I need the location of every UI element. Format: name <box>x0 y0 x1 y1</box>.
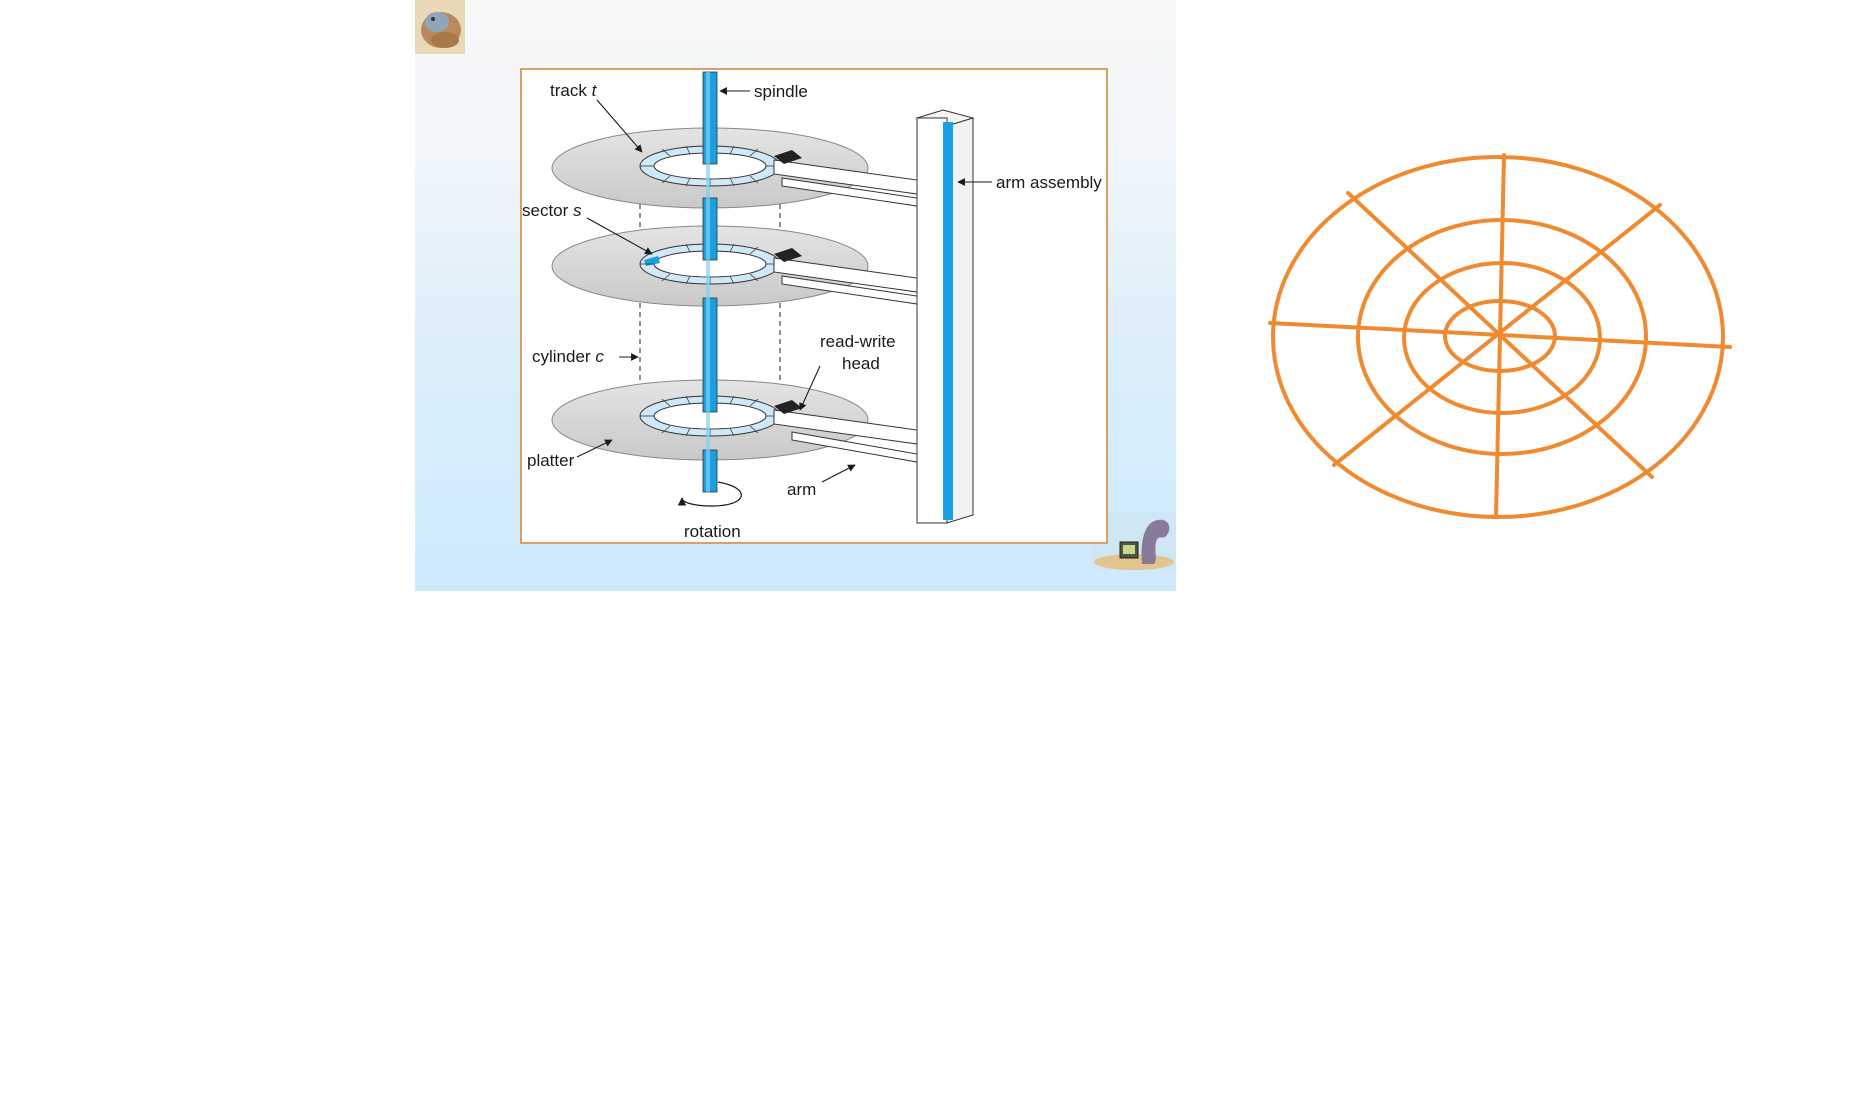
label-spindle: spindle <box>754 82 808 101</box>
label-read-write: read-write <box>820 332 896 351</box>
arm-top <box>773 150 918 207</box>
label-cylinder: cylinder c <box>532 347 604 366</box>
label-head: head <box>842 354 880 373</box>
platter-sketch <box>1268 153 1732 519</box>
label-track: track t <box>550 81 598 100</box>
spindle <box>702 71 718 493</box>
disk-structure-figure: track t spindle arm assembly sector s cy… <box>520 68 1108 544</box>
arm-middle <box>773 248 918 305</box>
dinosaur-logo-icon <box>415 0 465 54</box>
label-rotation: rotation <box>684 522 741 541</box>
label-sector: sector s <box>522 201 582 220</box>
sketch-spoke-diag-2 <box>1332 203 1662 467</box>
arm-bottom <box>773 400 918 463</box>
label-platter: platter <box>527 451 575 470</box>
sector-highlight <box>644 256 660 266</box>
disk-diagram: track t spindle arm assembly sector s cy… <box>522 71 1102 541</box>
dinosaur-computer-icon <box>1092 512 1176 570</box>
label-arm: arm <box>787 480 816 499</box>
label-arm-assembly: arm assembly <box>996 173 1102 192</box>
rotation-arrow <box>677 481 742 507</box>
arm-assembly <box>915 109 975 524</box>
